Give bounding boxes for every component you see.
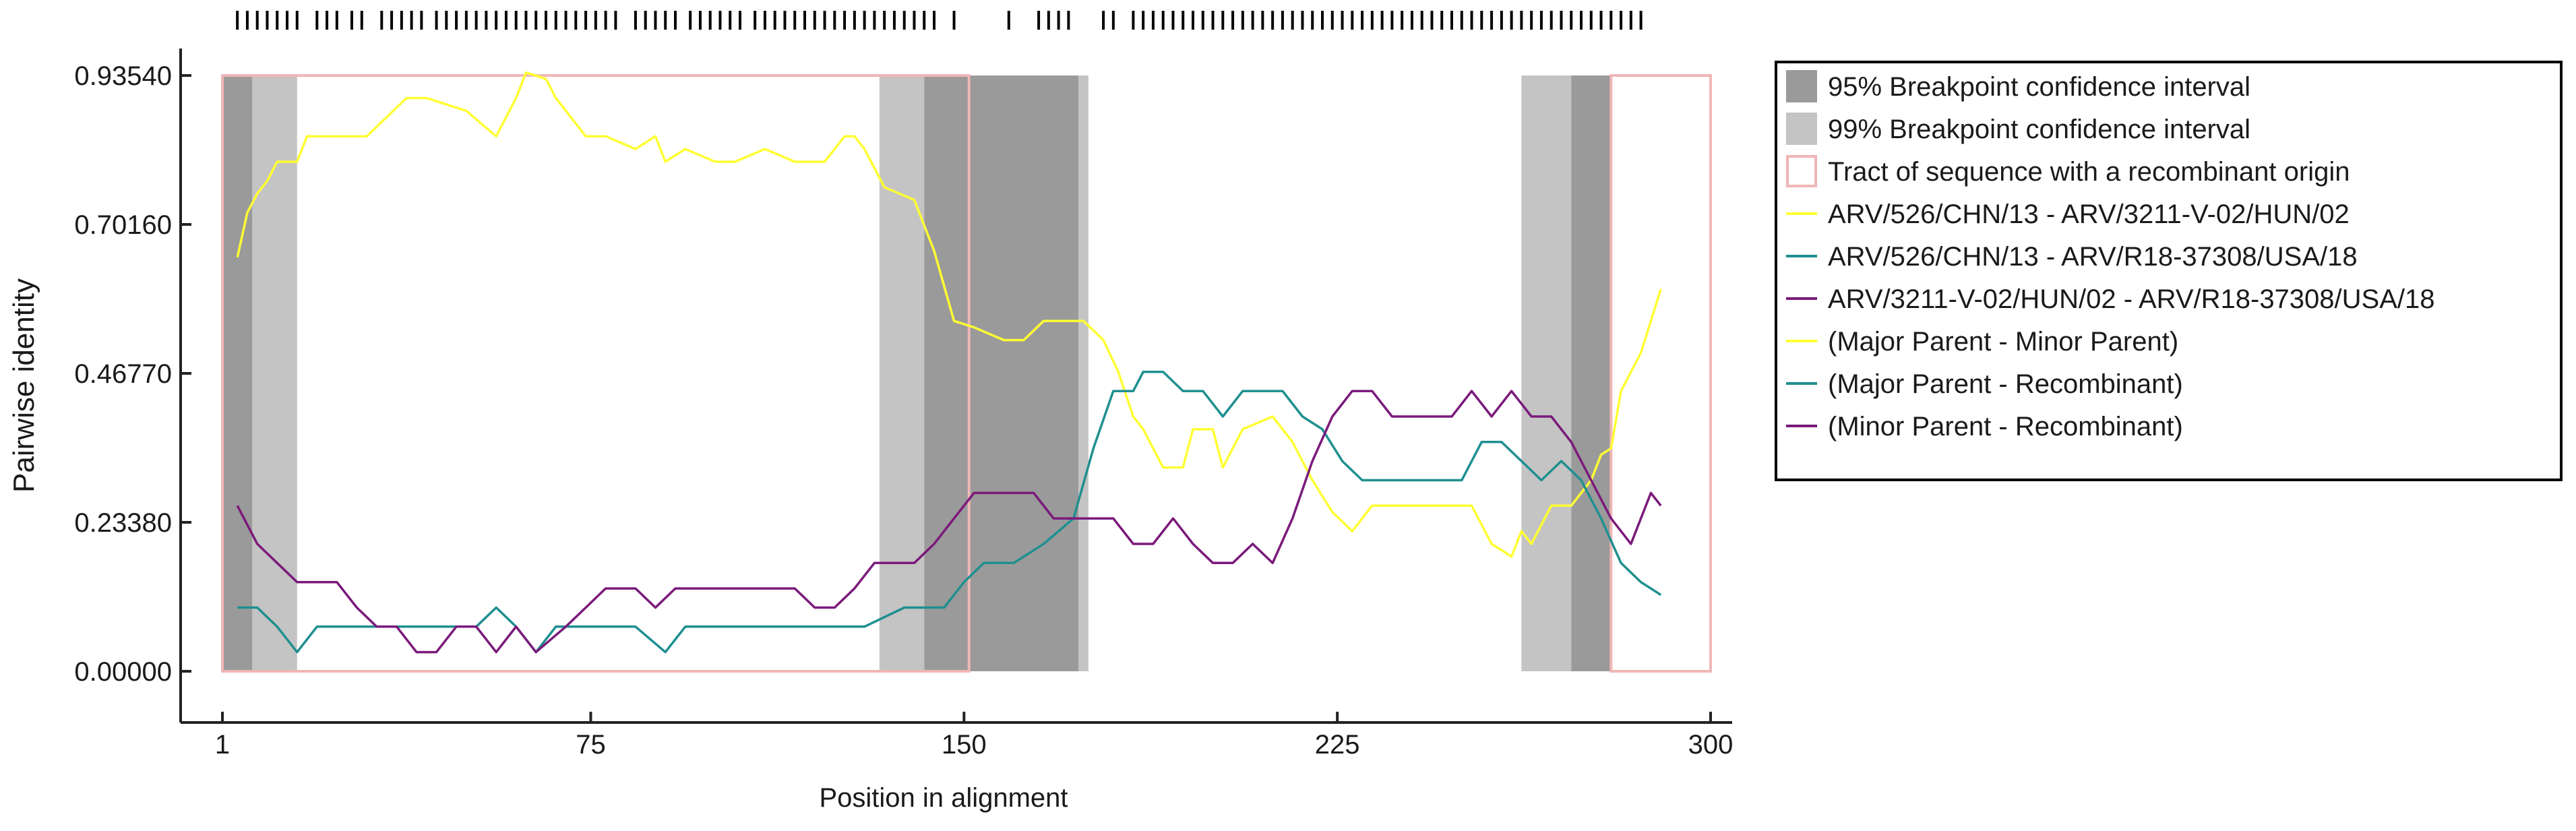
y-tick-label: 0.93540 — [74, 61, 172, 91]
legend-frame — [1775, 61, 2563, 481]
recombinant-tract — [221, 74, 971, 673]
legend-label: ARV/3211-V-02/HUN/02 - ARV/R18-37308/USA… — [1828, 284, 2435, 314]
ci99-region — [1521, 75, 1572, 671]
legend-item: 99% Breakpoint confidence interval — [1786, 113, 2250, 145]
y-tick-label: 0.46770 — [74, 359, 172, 389]
series-line-1 — [236, 71, 1662, 558]
legend-label: 99% Breakpoint confidence interval — [1828, 115, 2250, 144]
ci99-region — [879, 75, 925, 671]
x-tick-label: 75 — [576, 730, 606, 760]
legend-item: (Minor Parent - Recombinant) — [1786, 412, 2183, 441]
axes — [179, 49, 1732, 724]
legend-swatch — [1786, 113, 1817, 145]
x-tick-label: 300 — [1688, 730, 1734, 760]
x-tick-label: 1 — [215, 730, 230, 760]
axis-ticks: 0.00000 0.23380 0.46770 0.70160 0.93540 1 75 15… — [74, 61, 1733, 760]
legend-item: ARV/526/CHN/13 - ARV/3211-V-02/HUN/02 — [1786, 199, 2350, 229]
y-tick-label: 0.23380 — [74, 508, 172, 538]
legend-item: ARV/3211-V-02/HUN/02 - ARV/R18-37308/USA… — [1786, 284, 2435, 314]
legend-label: ARV/526/CHN/13 - ARV/3211-V-02/HUN/02 — [1828, 199, 2350, 229]
legend-item: 95% Breakpoint confidence interval — [1786, 70, 2250, 102]
x-tick-label: 225 — [1315, 730, 1360, 760]
ci95-region — [222, 75, 253, 671]
y-tick-label: 0.00000 — [74, 657, 172, 687]
legend-item: ARV/526/CHN/13 - ARV/R18-37308/USA/18 — [1786, 242, 2358, 272]
series-lines — [236, 71, 1662, 654]
legend-label: Tract of sequence with a recombinant ori… — [1828, 157, 2350, 187]
legend-item: Tract of sequence with a recombinant ori… — [1786, 155, 2350, 187]
recombinant-tract — [1609, 74, 1712, 673]
legend-label: (Minor Parent - Recombinant) — [1828, 412, 2183, 441]
breakpoint-regions — [221, 74, 1712, 673]
series-line-3 — [236, 390, 1662, 654]
legend-label: (Major Parent - Minor Parent) — [1828, 327, 2178, 357]
ci95-region — [1571, 75, 1612, 671]
legend-item: (Major Parent - Minor Parent) — [1786, 327, 2178, 357]
legend-swatch — [1786, 70, 1817, 102]
legend-item: (Major Parent - Recombinant) — [1786, 369, 2183, 399]
legend: 95% Breakpoint confidence interval 99% Br… — [1775, 61, 2563, 481]
y-tick-label: 0.70160 — [74, 210, 172, 240]
legend-swatch — [1786, 155, 1817, 187]
informative-site-ticks — [236, 11, 1643, 30]
legend-label: (Major Parent - Recombinant) — [1828, 369, 2183, 399]
y-axis-label: Pairwise identity — [7, 278, 40, 493]
series-line-2 — [237, 371, 1662, 654]
x-tick-label: 150 — [942, 730, 987, 760]
ci99-region — [1078, 75, 1088, 671]
ci95-region — [924, 75, 1079, 671]
legend-label: 95% Breakpoint confidence interval — [1828, 72, 2250, 102]
legend-label: ARV/526/CHN/13 - ARV/R18-37308/USA/18 — [1828, 242, 2358, 272]
x-axis-label: Position in alignment — [819, 783, 1068, 813]
ci99-region — [252, 75, 297, 671]
